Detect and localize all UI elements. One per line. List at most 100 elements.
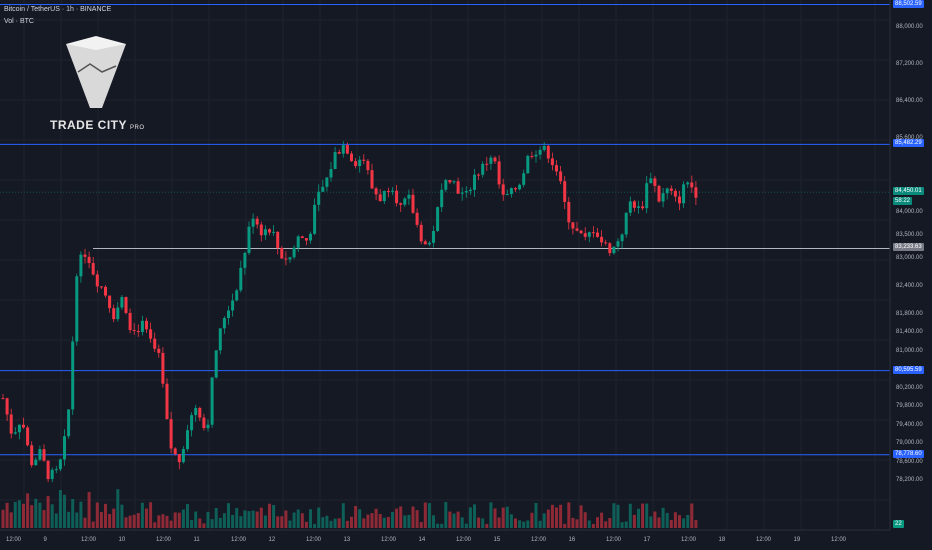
candle-body: [395, 190, 399, 204]
volume-bar: [468, 507, 472, 528]
volume-bar: [616, 504, 620, 528]
volume-indicator-label: Vol · BTC: [4, 18, 34, 25]
candle-body: [26, 427, 30, 446]
candle-body: [202, 417, 206, 429]
grid: [0, 0, 890, 530]
volume-bar: [608, 518, 612, 528]
candle-body: [362, 159, 366, 161]
candle-body: [407, 194, 411, 199]
candle-body: [526, 155, 530, 174]
candle-body: [276, 231, 280, 248]
candle-body: [653, 178, 657, 186]
volume-bar: [161, 514, 165, 528]
volume-bar: [530, 512, 534, 528]
volume-bar: [563, 523, 567, 528]
time-axis-label: 19: [793, 537, 801, 543]
volume-bar: [407, 514, 411, 528]
volume-bar: [83, 517, 87, 528]
candle-body: [149, 329, 153, 339]
volume-bar: [345, 520, 349, 528]
candle-body: [22, 424, 25, 428]
candle-body: [690, 182, 694, 188]
candle-body: [309, 233, 312, 241]
volume-bar: [665, 512, 669, 528]
volume-bar: [583, 512, 587, 528]
candle-body: [673, 190, 677, 197]
volume-bar: [522, 521, 526, 528]
candle-body: [263, 229, 267, 236]
volume-bar: [403, 515, 407, 528]
volume-bar: [177, 512, 181, 528]
candle-body: [616, 241, 620, 247]
candle-body: [427, 242, 431, 245]
volume-bar: [550, 504, 554, 528]
candle-body: [645, 183, 649, 209]
volume-bar: [325, 515, 329, 528]
candle-body: [563, 181, 567, 202]
volume-bar: [17, 500, 21, 528]
candle-body: [661, 193, 665, 202]
candle-body: [620, 234, 624, 242]
candle-body: [239, 267, 243, 291]
candle-body: [682, 184, 686, 204]
volume-bar: [116, 489, 120, 528]
volume-bar: [186, 504, 189, 528]
candle-body: [489, 157, 493, 164]
candle-body: [325, 177, 329, 187]
candle-body: [186, 430, 189, 450]
candle-body: [501, 184, 505, 195]
volume-bar: [514, 518, 517, 528]
candle-body: [83, 254, 87, 257]
candle-body: [75, 276, 79, 342]
candle-body: [567, 201, 571, 223]
candle-body: [522, 173, 526, 185]
volume-bar: [669, 519, 673, 528]
volume-bar: [136, 513, 140, 528]
volume-bar: [46, 496, 50, 528]
logo-text: TRADE CITY PRO: [50, 118, 145, 132]
volume-bar: [460, 517, 464, 528]
time-axis-label: 12:00: [81, 537, 97, 543]
volume-bar: [641, 503, 645, 528]
candle-body: [571, 222, 575, 229]
volume-bar: [362, 518, 366, 528]
volume-bar: [42, 510, 46, 528]
volume-bar: [108, 514, 112, 528]
time-axis-label: 12:00: [156, 537, 172, 543]
volume-bar: [30, 505, 34, 528]
price-axis-label: 81,800.00: [896, 310, 923, 317]
candle-body: [624, 212, 628, 235]
candle-body: [403, 198, 407, 205]
volume-bar: [649, 516, 653, 528]
candle-body: [190, 415, 194, 431]
candle-body: [366, 160, 370, 171]
candle-body: [210, 377, 214, 425]
candle-body: [432, 230, 435, 243]
time-axis-label: 12:00: [231, 537, 247, 543]
candle-body: [67, 409, 71, 437]
candle-body: [448, 180, 452, 183]
candle-body: [460, 192, 464, 194]
volume-bar: [604, 521, 608, 528]
candle-body: [452, 181, 456, 183]
volume-bar: [329, 520, 333, 528]
volume-bar: [591, 523, 595, 528]
candle-body: [555, 165, 558, 172]
candle-body: [132, 330, 136, 332]
candle-body: [38, 449, 42, 460]
price-axis-label: 78,200.00: [896, 477, 923, 484]
candle-body: [30, 445, 34, 466]
volume-bar: [321, 517, 325, 528]
volume-bar: [276, 516, 280, 528]
price-levels: [0, 4, 890, 456]
candle-body: [104, 286, 107, 296]
price-axis-label: 83,500.00: [896, 232, 923, 239]
candle-body: [140, 320, 144, 332]
candle-body: [358, 159, 362, 167]
volume-bar: [149, 502, 153, 528]
candle-body: [17, 424, 21, 433]
candle-body: [530, 155, 534, 157]
candle-body: [509, 188, 513, 195]
candle-body: [296, 236, 300, 248]
